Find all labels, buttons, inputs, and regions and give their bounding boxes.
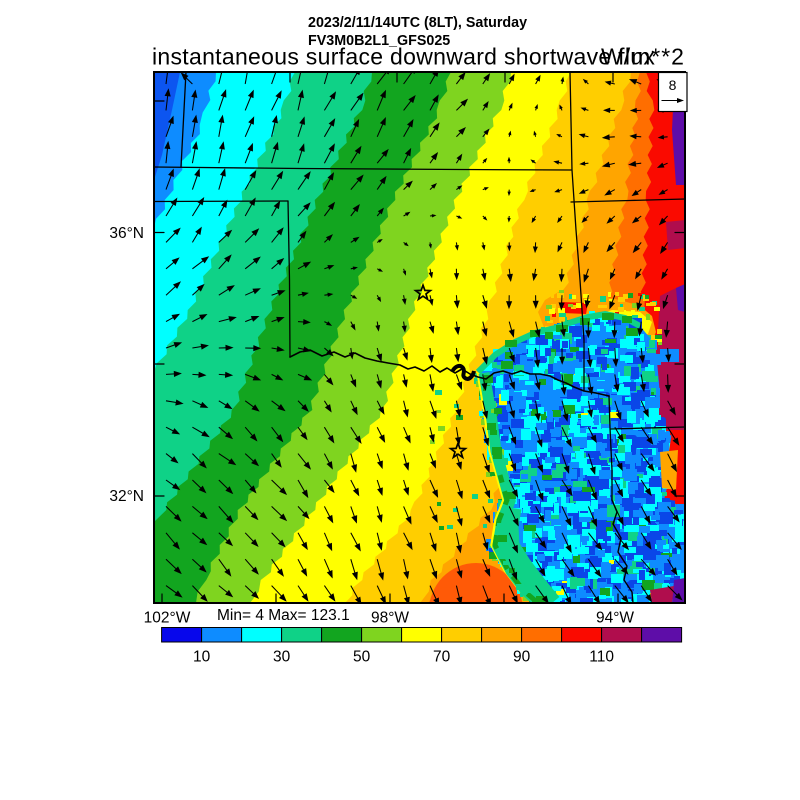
svg-text:98°W: 98°W <box>371 610 409 627</box>
svg-text:30: 30 <box>273 649 291 666</box>
svg-text:102°W: 102°W <box>144 610 191 627</box>
svg-text:10: 10 <box>193 649 211 666</box>
svg-text:50: 50 <box>353 649 371 666</box>
svg-text:W/m**2: W/m**2 <box>601 44 685 70</box>
svg-text:70: 70 <box>433 649 451 666</box>
svg-text:32°N: 32°N <box>109 488 144 505</box>
svg-text:110: 110 <box>589 649 614 666</box>
svg-text:instantaneous surface downward: instantaneous surface downward shortwave… <box>152 44 655 70</box>
svg-text:36°N: 36°N <box>109 225 144 242</box>
svg-text:8: 8 <box>669 77 677 93</box>
svg-text:FV3M0B2L1_GFS025: FV3M0B2L1_GFS025 <box>308 33 450 49</box>
svg-text:Min= 4 Max= 123.1: Min= 4 Max= 123.1 <box>217 607 350 624</box>
svg-text:2023/2/11/14UTC (8LT), Saturda: 2023/2/11/14UTC (8LT), Saturday <box>308 15 527 31</box>
svg-text:94°W: 94°W <box>596 610 634 627</box>
svg-text:90: 90 <box>513 649 531 666</box>
